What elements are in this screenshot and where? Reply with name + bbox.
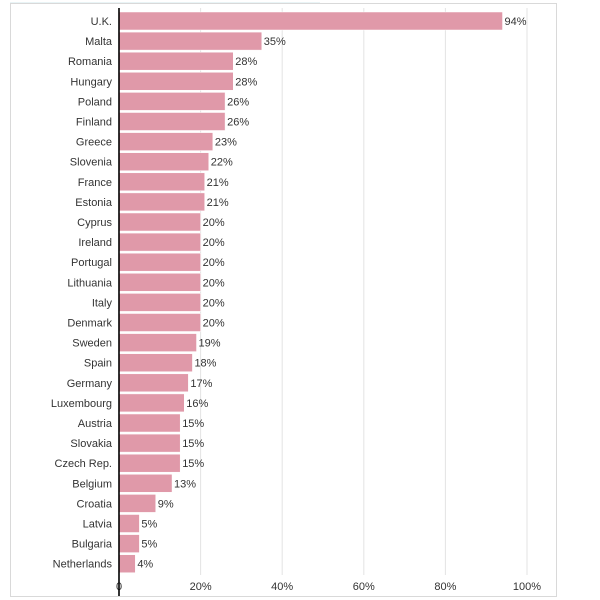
value-label: 9% [158, 498, 174, 510]
category-label: Malta [85, 36, 113, 48]
value-label: 20% [203, 318, 225, 330]
value-label: 4% [137, 559, 153, 571]
category-label: Estonia [75, 197, 113, 209]
category-label: Spain [84, 358, 112, 370]
value-label: 20% [203, 257, 225, 269]
x-tick-label: 100% [513, 581, 541, 593]
value-label: 19% [199, 338, 221, 350]
category-label: Cyprus [77, 217, 112, 229]
category-label: Greece [76, 137, 112, 149]
bar [118, 252, 201, 272]
bar [118, 393, 185, 413]
category-label: Denmark [67, 318, 112, 330]
grid-layer [200, 8, 528, 575]
bar [118, 232, 201, 252]
bar [118, 494, 156, 513]
value-label: 16% [186, 398, 208, 410]
bar [118, 273, 201, 292]
category-label: Lithuania [67, 277, 113, 289]
bar [118, 132, 214, 151]
value-label: 28% [235, 76, 257, 88]
bar [118, 313, 201, 332]
bar [118, 112, 226, 131]
value-label: 28% [235, 56, 257, 68]
value-label: 5% [141, 519, 157, 531]
category-label: Croatia [77, 498, 113, 510]
x-tick-label: 20% [190, 581, 212, 593]
bar [118, 192, 205, 212]
value-label: 21% [207, 197, 229, 209]
category-label: Germany [67, 378, 113, 390]
bar [118, 373, 189, 393]
value-label: 18% [194, 358, 216, 370]
bar [118, 534, 140, 553]
value-label: 13% [174, 478, 196, 490]
value-label: 23% [215, 137, 237, 149]
bar [118, 152, 210, 171]
value-label: 20% [203, 277, 225, 289]
category-label: Austria [78, 418, 113, 430]
bar [118, 31, 263, 51]
category-label: Czech Rep. [55, 458, 112, 470]
category-label: Ireland [78, 237, 112, 249]
bar [118, 293, 201, 312]
value-label: 20% [203, 237, 225, 249]
bar-layer [118, 11, 503, 573]
value-label: 20% [203, 297, 225, 309]
bar [118, 554, 136, 573]
x-tick-label: 60% [353, 581, 375, 593]
bar [118, 433, 181, 453]
bar [118, 172, 205, 192]
category-labels: U.K. Malta Romania Hungary Poland Finland Gree… [51, 16, 113, 571]
bar [118, 453, 181, 473]
bar [118, 353, 193, 372]
value-label: 94% [505, 16, 527, 28]
value-label: 15% [182, 418, 204, 430]
x-tick-labels: 020%40%60%80%100% [116, 581, 541, 593]
category-label: Poland [78, 96, 112, 108]
value-label: 5% [141, 539, 157, 551]
x-tick-label: 40% [271, 581, 293, 593]
category-label: Hungary [70, 76, 112, 88]
value-label: 21% [207, 177, 229, 189]
category-label: Luxembourg [51, 398, 112, 410]
value-label: 26% [227, 117, 249, 129]
bar [118, 333, 197, 352]
category-label: Italy [92, 297, 113, 309]
bar [118, 474, 173, 493]
chart-frame [10, 3, 557, 597]
bar [118, 92, 226, 111]
bar [118, 212, 201, 232]
value-label: 22% [211, 157, 233, 169]
category-label: Belgium [72, 478, 112, 490]
category-label: Netherlands [53, 559, 113, 571]
bar [118, 514, 140, 533]
value-label: 15% [182, 438, 204, 450]
category-label: Sweden [72, 338, 112, 350]
category-label: Bulgaria [72, 539, 113, 551]
value-labels: 94% 35% 28% 28% 26% 26% 23% 22% 21% 21% 20% 20% 20% 2… [137, 16, 526, 571]
category-label: Romania [68, 56, 113, 68]
value-label: 35% [264, 36, 286, 48]
category-label: Slovenia [70, 157, 113, 169]
category-label: Finland [76, 117, 112, 129]
value-label: 15% [182, 458, 204, 470]
value-label: 17% [190, 378, 212, 390]
value-label: 20% [203, 217, 225, 229]
bar [118, 11, 503, 31]
x-tick-label: 80% [434, 581, 456, 593]
category-label: France [78, 177, 112, 189]
value-label: 26% [227, 96, 249, 108]
bar [118, 51, 234, 71]
bar [118, 413, 181, 433]
bar [118, 72, 234, 91]
category-label: U.K. [91, 16, 112, 28]
category-label: Portugal [71, 257, 112, 269]
category-label: Slovakia [70, 438, 112, 450]
category-label: Latvia [83, 519, 113, 531]
